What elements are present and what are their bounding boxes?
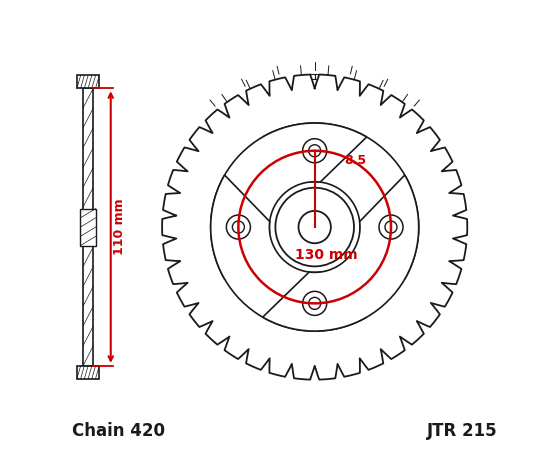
Text: 110 mm: 110 mm bbox=[113, 199, 126, 256]
Circle shape bbox=[309, 297, 321, 309]
Circle shape bbox=[226, 215, 250, 239]
Circle shape bbox=[232, 221, 244, 233]
Circle shape bbox=[302, 292, 326, 315]
Text: 8.5: 8.5 bbox=[345, 154, 367, 167]
Circle shape bbox=[276, 188, 354, 266]
Bar bbox=[81, 209, 96, 246]
Circle shape bbox=[385, 221, 397, 233]
Circle shape bbox=[379, 215, 403, 239]
Polygon shape bbox=[211, 123, 367, 279]
Text: 130 mm: 130 mm bbox=[295, 248, 357, 262]
Polygon shape bbox=[211, 175, 367, 331]
Bar bbox=[77, 75, 99, 88]
Circle shape bbox=[302, 139, 326, 163]
Text: Chain 420: Chain 420 bbox=[72, 422, 165, 440]
Circle shape bbox=[225, 137, 405, 317]
Circle shape bbox=[298, 211, 331, 243]
Polygon shape bbox=[263, 123, 419, 279]
Text: JTR 215: JTR 215 bbox=[427, 422, 497, 440]
Polygon shape bbox=[263, 175, 419, 331]
Polygon shape bbox=[162, 74, 467, 380]
Circle shape bbox=[309, 145, 321, 157]
Bar bbox=[83, 88, 93, 366]
Bar bbox=[77, 366, 99, 379]
